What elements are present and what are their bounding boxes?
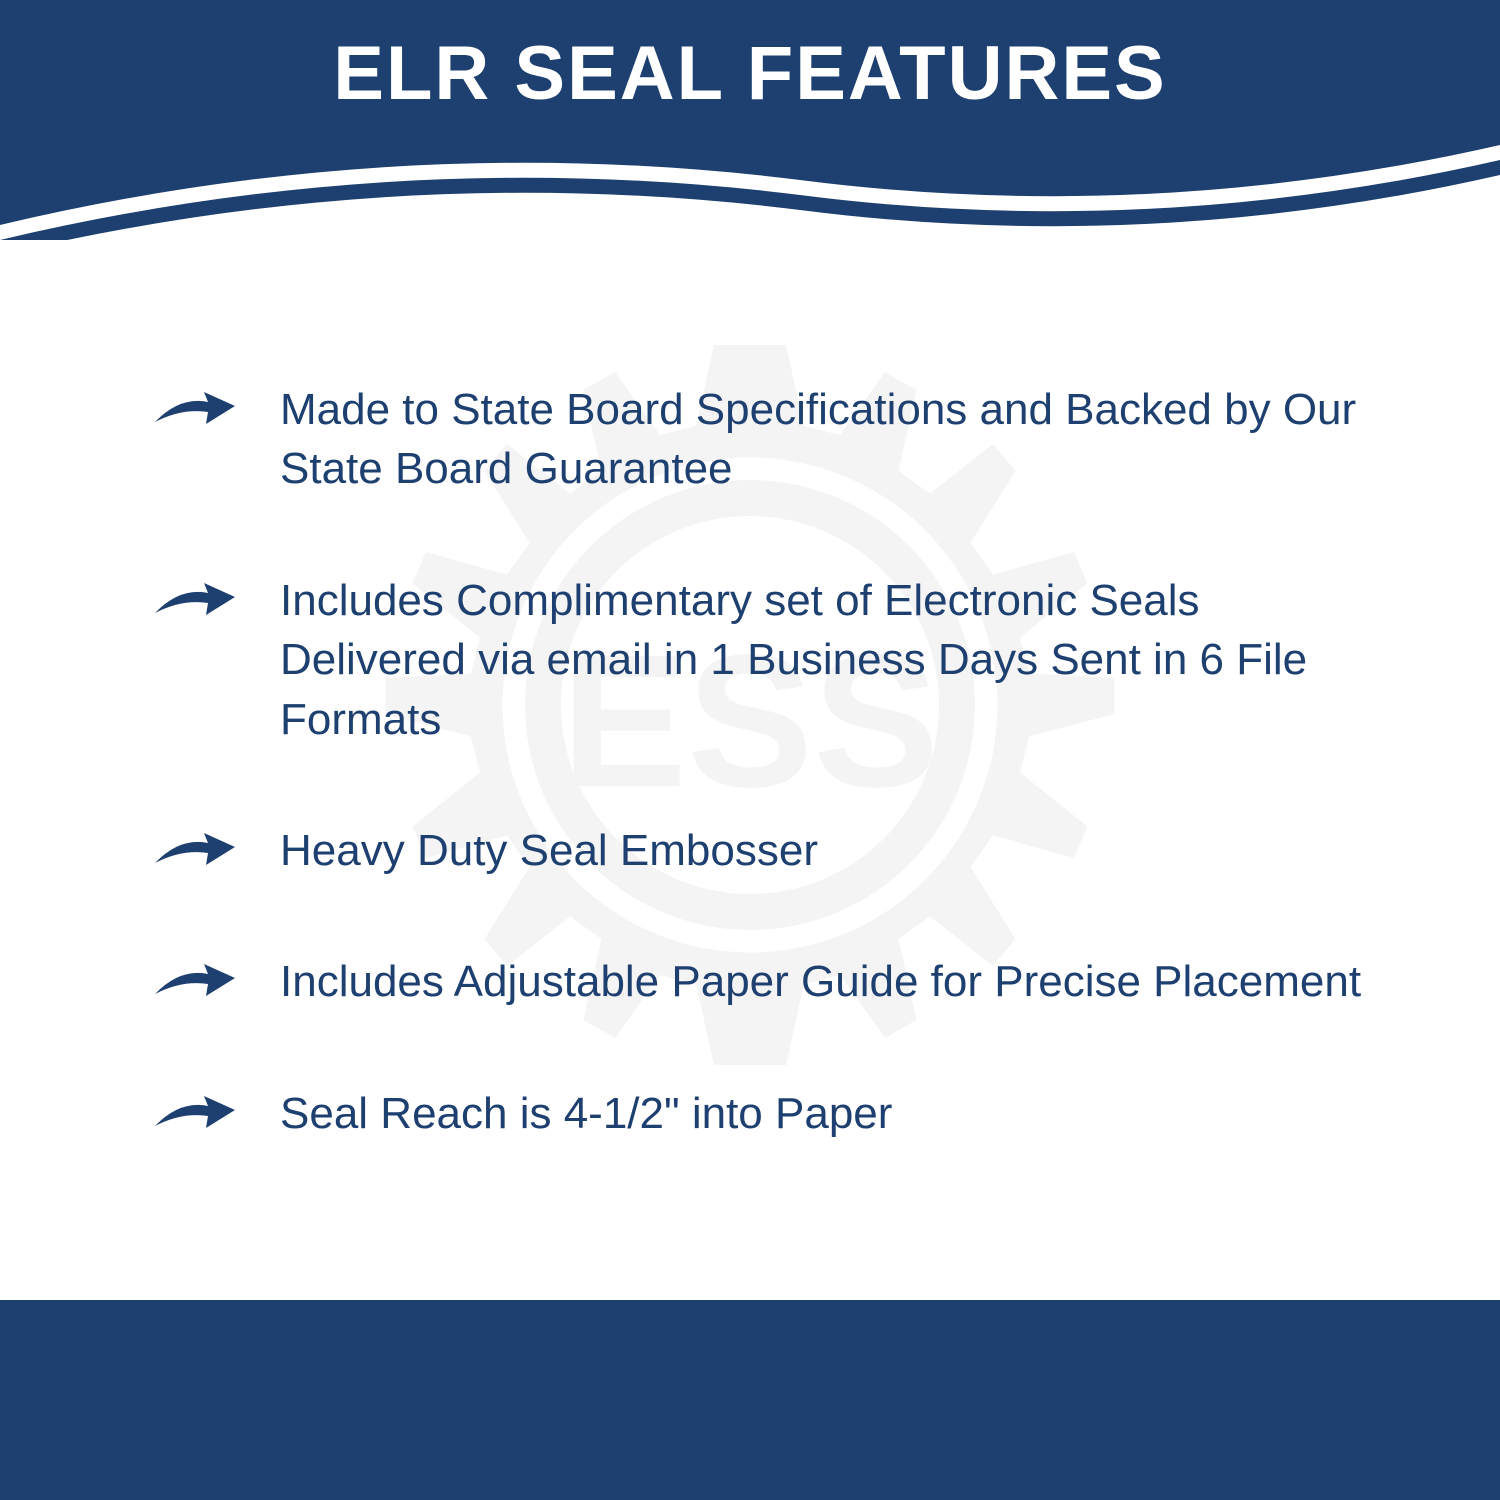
arrow-icon [150,825,240,873]
feature-text: Includes Complimentary set of Electronic… [280,571,1380,749]
feature-item: Made to State Board Specifications and B… [150,380,1380,499]
feature-item: Includes Complimentary set of Electronic… [150,571,1380,749]
arrow-icon [150,575,240,623]
arrow-icon [150,1088,240,1136]
feature-item: Includes Adjustable Paper Guide for Prec… [150,952,1380,1011]
page-title: ELR SEAL FEATURES [333,30,1166,117]
feature-text: Includes Adjustable Paper Guide for Prec… [280,952,1361,1011]
feature-item: Heavy Duty Seal Embosser [150,821,1380,880]
feature-item: Seal Reach is 4-1/2" into Paper [150,1084,1380,1143]
feature-text: Heavy Duty Seal Embosser [280,821,818,880]
swoosh-top-decoration [0,145,1500,325]
feature-text: Seal Reach is 4-1/2" into Paper [280,1084,892,1143]
feature-text: Made to State Board Specifications and B… [280,380,1380,499]
arrow-icon [150,384,240,432]
feature-list: Made to State Board Specifications and B… [150,380,1380,1215]
arrow-icon [150,956,240,1004]
footer-band [0,1300,1500,1500]
